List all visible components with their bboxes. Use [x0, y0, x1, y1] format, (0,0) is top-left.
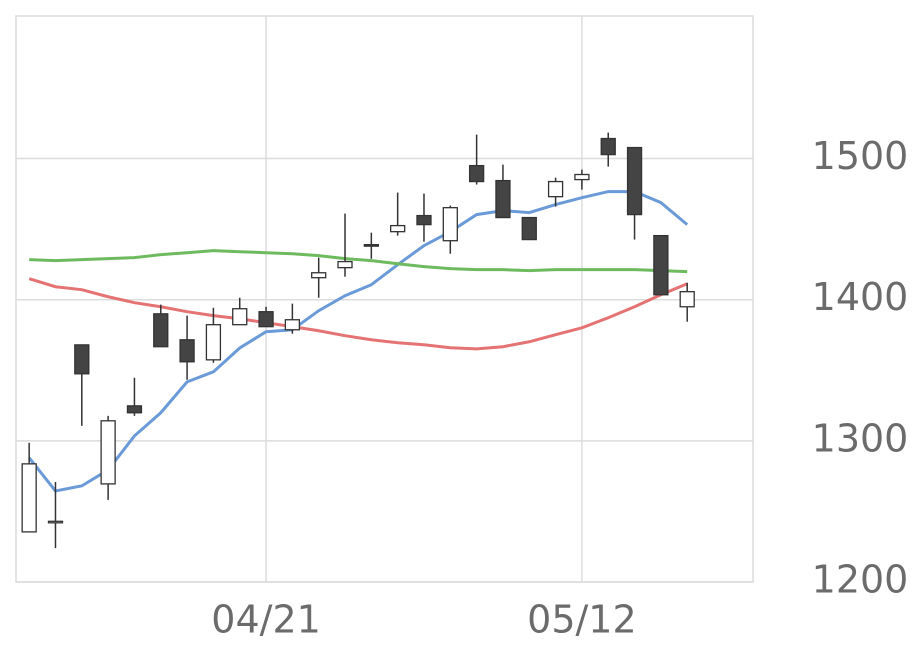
x-tick-label: 04/21 [211, 598, 321, 642]
candle-body [47, 520, 64, 524]
candle-body [679, 291, 695, 308]
candle-body [626, 146, 643, 216]
candle-body [311, 272, 327, 279]
candle-body [74, 344, 90, 375]
candle-body [468, 164, 485, 183]
candle-body [600, 137, 616, 156]
candle-body [495, 179, 511, 219]
candle-body [547, 180, 564, 198]
candle-body [653, 234, 669, 296]
candle-body [363, 244, 379, 247]
candle-body [126, 405, 143, 414]
y-tick-label: 1400 [812, 275, 909, 319]
y-tick-label: 1300 [812, 416, 909, 460]
candle-body [390, 224, 406, 233]
candle-body [21, 463, 37, 533]
moving-average-line [29, 249, 688, 274]
candle-body [521, 216, 537, 241]
candle-body [574, 173, 590, 181]
candle-body [442, 207, 458, 242]
candle-body [153, 313, 169, 348]
candle-body [100, 420, 116, 485]
candle-body [179, 339, 195, 363]
y-tick-label: 1500 [812, 134, 909, 178]
candle-body [284, 319, 301, 331]
candle-body [205, 324, 222, 361]
x-tick-label: 05/12 [527, 598, 637, 642]
moving-average-line [27, 190, 689, 493]
candle-body [337, 260, 353, 269]
candle-body [416, 214, 432, 226]
candle-body [258, 311, 274, 328]
y-tick-label: 1200 [812, 558, 909, 602]
moving-average-line [28, 277, 688, 351]
candle-body [232, 308, 248, 326]
